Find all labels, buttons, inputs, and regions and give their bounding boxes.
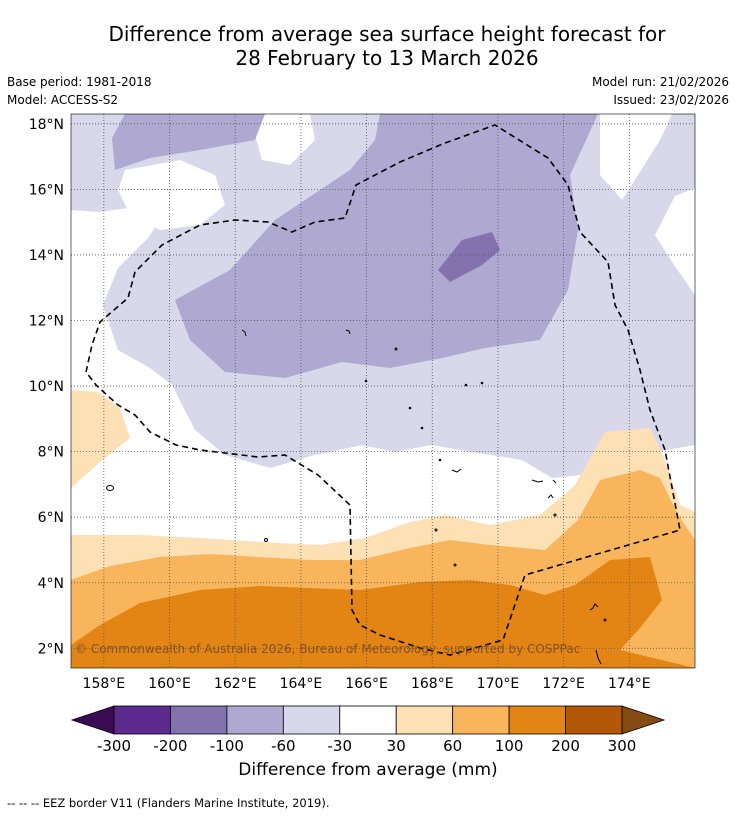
island-outline [364, 379, 368, 383]
islands [106, 329, 607, 665]
latitude-tick-label: 6°N [38, 510, 64, 526]
colorbar-label: Difference from average (mm) [238, 760, 498, 780]
latitude-tick-label: 12°N [29, 314, 64, 330]
colorbar: -300 -200 -100 -60 -30 30 60 100 200 300 [70, 705, 666, 755]
island-outline [480, 381, 484, 385]
colorbar-extend-low [70, 705, 115, 735]
title-line-1: Difference from average sea surface heig… [108, 22, 666, 46]
colorbar-tick-label: 200 [551, 737, 580, 755]
colorbar-swatch [170, 705, 228, 735]
title-line-2: 28 February to 13 March 2026 [235, 46, 539, 70]
colorbar-tick-label: 30 [387, 737, 406, 755]
latitude-tick-label: 18°N [29, 117, 64, 133]
island-outline [603, 618, 607, 622]
colorbar-swatch [282, 705, 341, 735]
island-outline [531, 479, 544, 483]
colorbar-tick-label: 100 [495, 737, 524, 755]
island-outline [420, 426, 424, 430]
contour-30-60-west [71, 390, 130, 488]
colorbar-tick-label: -30 [328, 737, 353, 755]
contour-white-notch-1 [118, 160, 225, 230]
colorbar-swatch [226, 705, 284, 735]
contour-white-notch-2 [255, 114, 315, 165]
eez-footnote: -- -- -- EEZ border V11 (Flanders Marine… [7, 796, 330, 810]
latitude-labels: 18°N 16°N 14°N 12°N 10°N 8°N 6°N 4°N 2°N [29, 117, 64, 657]
island-outline [589, 603, 599, 611]
longitude-tick-label: 166°E [345, 676, 388, 692]
longitude-tick-label: 160°E [148, 676, 191, 692]
colorbar-tick-label: 300 [608, 737, 637, 755]
longitude-tick-label: 168°E [411, 676, 454, 692]
colorbar-extend-high [621, 705, 666, 735]
island-outline [464, 383, 468, 387]
colorbar-swatch [508, 705, 566, 735]
island-outline [394, 347, 398, 351]
eez-border [85, 124, 681, 656]
latitude-tick-label: 10°N [29, 379, 64, 395]
map-title: Difference from average sea surface heig… [0, 22, 736, 70]
colorbar-swatch [113, 705, 171, 735]
colorbar-tick-label: -60 [271, 737, 296, 755]
longitude-tick-label: 170°E [477, 676, 520, 692]
contour-100-200 [71, 557, 695, 668]
longitude-tick-label: 164°E [280, 676, 323, 692]
base-period-text: Base period: 1981-2018 [7, 75, 152, 89]
latitude-tick-label: 16°N [29, 182, 64, 198]
longitude-tick-label: 174°E [608, 676, 651, 692]
colorbar-tick-label: -100 [210, 737, 244, 755]
island-outline [453, 563, 457, 567]
contour-fields [71, 114, 695, 668]
island-outline [547, 494, 554, 499]
island-outline [345, 329, 351, 335]
latitude-tick-label: 4°N [38, 576, 64, 592]
plot-frame [70, 113, 696, 669]
model-run-text: Model run: 21/02/2026 [591, 75, 729, 89]
colorbar-swatch [452, 705, 510, 735]
island-outline [106, 485, 114, 491]
colorbar-swatch [565, 705, 623, 735]
island-outline [552, 479, 557, 484]
island-outline [451, 468, 462, 473]
model-text: Model: ACCESS-S2 [7, 93, 119, 107]
contour-neg-200-100 [438, 232, 500, 282]
contour-neg-100-60-north [112, 114, 265, 170]
meta-right: Model run: 21/02/2026 Issued: 23/02/2026 [592, 73, 729, 109]
island-outline [434, 528, 438, 532]
island-outline [264, 538, 268, 542]
latitude-tick-label: 2°N [38, 641, 64, 657]
issued-text: Issued: 23/02/2026 [613, 93, 729, 107]
island-outline [595, 649, 602, 665]
colorbar-tick-label: -200 [153, 737, 187, 755]
longitude-tick-label: 158°E [83, 676, 126, 692]
colorbar-swatch [339, 705, 397, 735]
island-outline [438, 458, 442, 462]
colorbar-swatch [395, 705, 454, 735]
meta-left: Base period: 1981-2018 Model: ACCESS-S2 [7, 73, 152, 109]
colorbar-tick-label: -300 [97, 737, 131, 755]
island-outline [241, 329, 247, 337]
island-outline [553, 513, 557, 517]
copyright-text: © Commonwealth of Australia 2026, Bureau… [75, 642, 580, 656]
longitude-labels: 158°E 160°E 162°E 164°E 166°E 168°E 170°E 172°E… [83, 676, 651, 692]
latitude-tick-label: 8°N [38, 445, 64, 461]
latitude-tick-label: 14°N [29, 248, 64, 264]
colorbar-tick-label: 60 [443, 737, 462, 755]
contour-white-notch-3 [600, 114, 672, 200]
graticule [71, 114, 695, 668]
longitude-tick-label: 162°E [214, 676, 257, 692]
contour-neg-100-60 [175, 114, 598, 378]
island-outline [408, 406, 412, 410]
longitude-tick-label: 172°E [542, 676, 585, 692]
